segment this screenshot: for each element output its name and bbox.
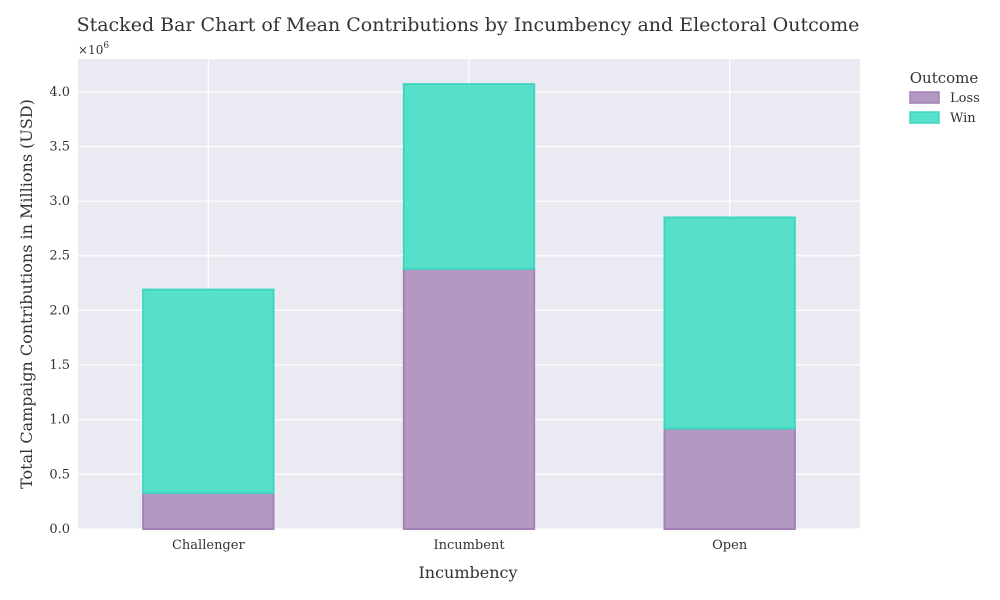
y-scale-exponent: 6 [103,41,109,51]
y-tick-label: 4.0 [49,85,70,100]
x-tick-label: Challenger [172,538,245,553]
y-tick-label: 1.0 [49,413,70,428]
bar-win-incumbent [402,83,536,270]
y-tick-label: 1.5 [49,358,70,373]
legend-swatch-loss [909,91,940,104]
chart-title: Stacked Bar Chart of Mean Contributions … [77,14,860,36]
y-axis-label: Total Campaign Contributions in Millions… [17,99,36,489]
bars [142,83,796,531]
y-tick-label: 3.5 [49,139,70,154]
y-tick-label: 0.5 [49,467,70,482]
bar-win-open [663,216,796,430]
legend-title: Outcome [910,69,979,87]
y-tick-label: 2.5 [49,249,70,264]
x-axis-label: Incumbency [418,563,517,582]
x-tick-label: Incumbent [433,538,505,553]
y-tick-labels: 0.0 0.5 1.0 1.5 2.0 2.5 3.0 3.5 4.0 [49,85,70,537]
bar-loss-challenger [142,491,275,531]
legend-label-win: Win [950,111,976,126]
bar-loss-incumbent [402,267,536,530]
y-tick-label: 0.0 [49,522,70,537]
bar-loss-open [663,427,796,530]
x-tick-labels: Challenger Incumbent Open [172,538,748,553]
x-tick-label: Open [712,538,748,553]
y-tick-label: 3.0 [49,194,70,209]
bar-win-challenger [142,288,275,494]
y-scale-base: ×10 [78,43,103,57]
y-scale-multiplier: ×106 [78,41,109,57]
legend: Outcome Loss Win [909,69,980,126]
legend-swatch-win [909,111,940,124]
y-tick-label: 2.0 [49,303,70,318]
legend-label-loss: Loss [950,91,980,106]
